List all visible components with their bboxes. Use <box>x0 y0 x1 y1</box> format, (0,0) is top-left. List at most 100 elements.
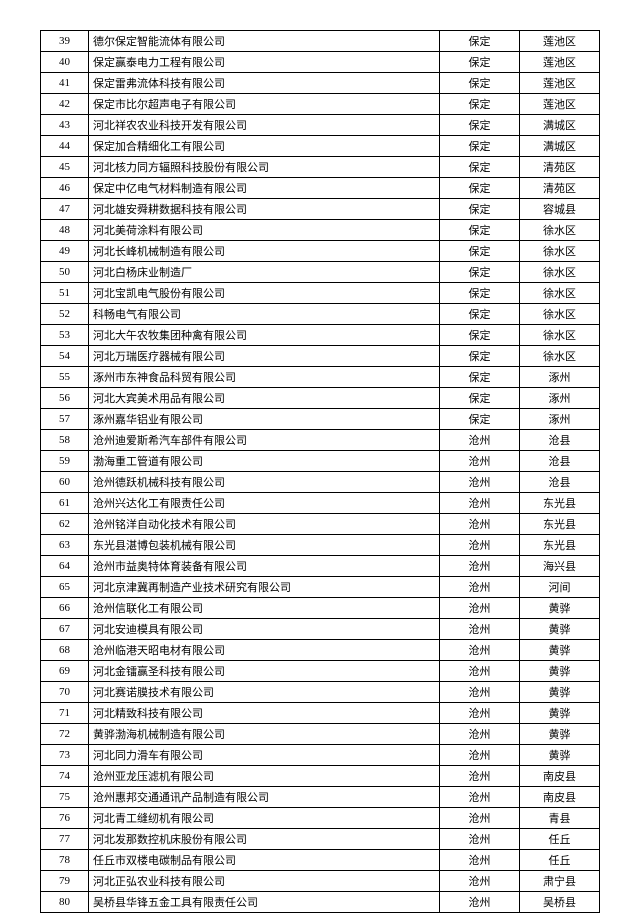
city: 保定 <box>440 346 520 367</box>
city: 保定 <box>440 283 520 304</box>
row-number: 60 <box>41 472 89 493</box>
company-name: 沧州惠邦交通通讯产品制造有限公司 <box>89 787 440 808</box>
company-name: 河北祥农农业科技开发有限公司 <box>89 115 440 136</box>
row-number: 79 <box>41 871 89 892</box>
company-name: 科畅电气有限公司 <box>89 304 440 325</box>
city: 沧州 <box>440 451 520 472</box>
city: 沧州 <box>440 598 520 619</box>
district: 徐水区 <box>520 346 600 367</box>
row-number: 39 <box>41 31 89 52</box>
row-number: 54 <box>41 346 89 367</box>
city: 沧州 <box>440 808 520 829</box>
table-row: 56河北大宾美术用品有限公司保定涿州 <box>41 388 600 409</box>
company-name: 保定雷弗流体科技有限公司 <box>89 73 440 94</box>
row-number: 56 <box>41 388 89 409</box>
row-number: 75 <box>41 787 89 808</box>
table-row: 39德尔保定智能流体有限公司保定莲池区 <box>41 31 600 52</box>
row-number: 73 <box>41 745 89 766</box>
district: 徐水区 <box>520 241 600 262</box>
city: 保定 <box>440 304 520 325</box>
table-row: 59渤海重工管道有限公司沧州沧县 <box>41 451 600 472</box>
district: 清苑区 <box>520 178 600 199</box>
city: 保定 <box>440 115 520 136</box>
row-number: 77 <box>41 829 89 850</box>
district: 徐水区 <box>520 283 600 304</box>
table-row: 71河北精致科技有限公司沧州黄骅 <box>41 703 600 724</box>
city: 保定 <box>440 73 520 94</box>
row-number: 53 <box>41 325 89 346</box>
table-row: 75沧州惠邦交通通讯产品制造有限公司沧州南皮县 <box>41 787 600 808</box>
table-row: 45河北核力同方辐照科技股份有限公司保定清苑区 <box>41 157 600 178</box>
city: 保定 <box>440 31 520 52</box>
table-row: 62沧州铭洋自动化技术有限公司沧州东光县 <box>41 514 600 535</box>
district: 河间 <box>520 577 600 598</box>
company-name: 河北安迪模具有限公司 <box>89 619 440 640</box>
table-row: 76河北青工缝纫机有限公司沧州青县 <box>41 808 600 829</box>
row-number: 43 <box>41 115 89 136</box>
city: 沧州 <box>440 640 520 661</box>
district: 海兴县 <box>520 556 600 577</box>
company-name: 渤海重工管道有限公司 <box>89 451 440 472</box>
city: 沧州 <box>440 535 520 556</box>
row-number: 57 <box>41 409 89 430</box>
company-name: 河北京津冀再制造产业技术研究有限公司 <box>89 577 440 598</box>
company-name: 沧州兴达化工有限责任公司 <box>89 493 440 514</box>
company-name: 涿州嘉华铝业有限公司 <box>89 409 440 430</box>
district: 黄骅 <box>520 724 600 745</box>
table-row: 77河北发那数控机床股份有限公司沧州任丘 <box>41 829 600 850</box>
table-row: 66沧州信联化工有限公司沧州黄骅 <box>41 598 600 619</box>
district: 莲池区 <box>520 94 600 115</box>
city: 沧州 <box>440 745 520 766</box>
row-number: 42 <box>41 94 89 115</box>
company-name: 河北赛诺膜技术有限公司 <box>89 682 440 703</box>
district: 涿州 <box>520 388 600 409</box>
table-row: 60沧州德跃机械科技有限公司沧州沧县 <box>41 472 600 493</box>
row-number: 52 <box>41 304 89 325</box>
table-row: 63东光县湛博包装机械有限公司沧州东光县 <box>41 535 600 556</box>
table-row: 67河北安迪模具有限公司沧州黄骅 <box>41 619 600 640</box>
company-name: 河北万瑞医疗器械有限公司 <box>89 346 440 367</box>
row-number: 46 <box>41 178 89 199</box>
district: 莲池区 <box>520 31 600 52</box>
table-row: 49河北长峰机械制造有限公司保定徐水区 <box>41 241 600 262</box>
district: 黄骅 <box>520 661 600 682</box>
city: 沧州 <box>440 556 520 577</box>
company-name: 涿州市东神食品科贸有限公司 <box>89 367 440 388</box>
table-row: 68沧州临港天昭电材有限公司沧州黄骅 <box>41 640 600 661</box>
row-number: 45 <box>41 157 89 178</box>
company-name: 河北精致科技有限公司 <box>89 703 440 724</box>
district: 沧县 <box>520 451 600 472</box>
company-name: 保定赢泰电力工程有限公司 <box>89 52 440 73</box>
city: 沧州 <box>440 493 520 514</box>
table-row: 61沧州兴达化工有限责任公司沧州东光县 <box>41 493 600 514</box>
table-row: 58沧州迪爱斯希汽车部件有限公司沧州沧县 <box>41 430 600 451</box>
table-row: 55涿州市东神食品科贸有限公司保定涿州 <box>41 367 600 388</box>
city: 沧州 <box>440 766 520 787</box>
row-number: 50 <box>41 262 89 283</box>
table-row: 41保定雷弗流体科技有限公司保定莲池区 <box>41 73 600 94</box>
district: 莲池区 <box>520 52 600 73</box>
city: 保定 <box>440 241 520 262</box>
row-number: 41 <box>41 73 89 94</box>
table-row: 72黄骅渤海机械制造有限公司沧州黄骅 <box>41 724 600 745</box>
table-row: 40保定赢泰电力工程有限公司保定莲池区 <box>41 52 600 73</box>
district: 吴桥县 <box>520 892 600 913</box>
city: 保定 <box>440 262 520 283</box>
company-name: 沧州亚龙压滤机有限公司 <box>89 766 440 787</box>
city: 沧州 <box>440 871 520 892</box>
company-name: 沧州德跃机械科技有限公司 <box>89 472 440 493</box>
table-row: 73河北同力滑车有限公司沧州黄骅 <box>41 745 600 766</box>
table-row: 47河北雄安舜耕数据科技有限公司保定容城县 <box>41 199 600 220</box>
table-row: 52科畅电气有限公司保定徐水区 <box>41 304 600 325</box>
row-number: 76 <box>41 808 89 829</box>
page-container: 39德尔保定智能流体有限公司保定莲池区40保定赢泰电力工程有限公司保定莲池区41… <box>0 0 640 860</box>
row-number: 63 <box>41 535 89 556</box>
company-name: 沧州市益奥特体育装备有限公司 <box>89 556 440 577</box>
company-name: 河北长峰机械制造有限公司 <box>89 241 440 262</box>
row-number: 48 <box>41 220 89 241</box>
city: 沧州 <box>440 787 520 808</box>
row-number: 78 <box>41 850 89 871</box>
district: 黄骅 <box>520 619 600 640</box>
district: 涿州 <box>520 367 600 388</box>
table-row: 74沧州亚龙压滤机有限公司沧州南皮县 <box>41 766 600 787</box>
